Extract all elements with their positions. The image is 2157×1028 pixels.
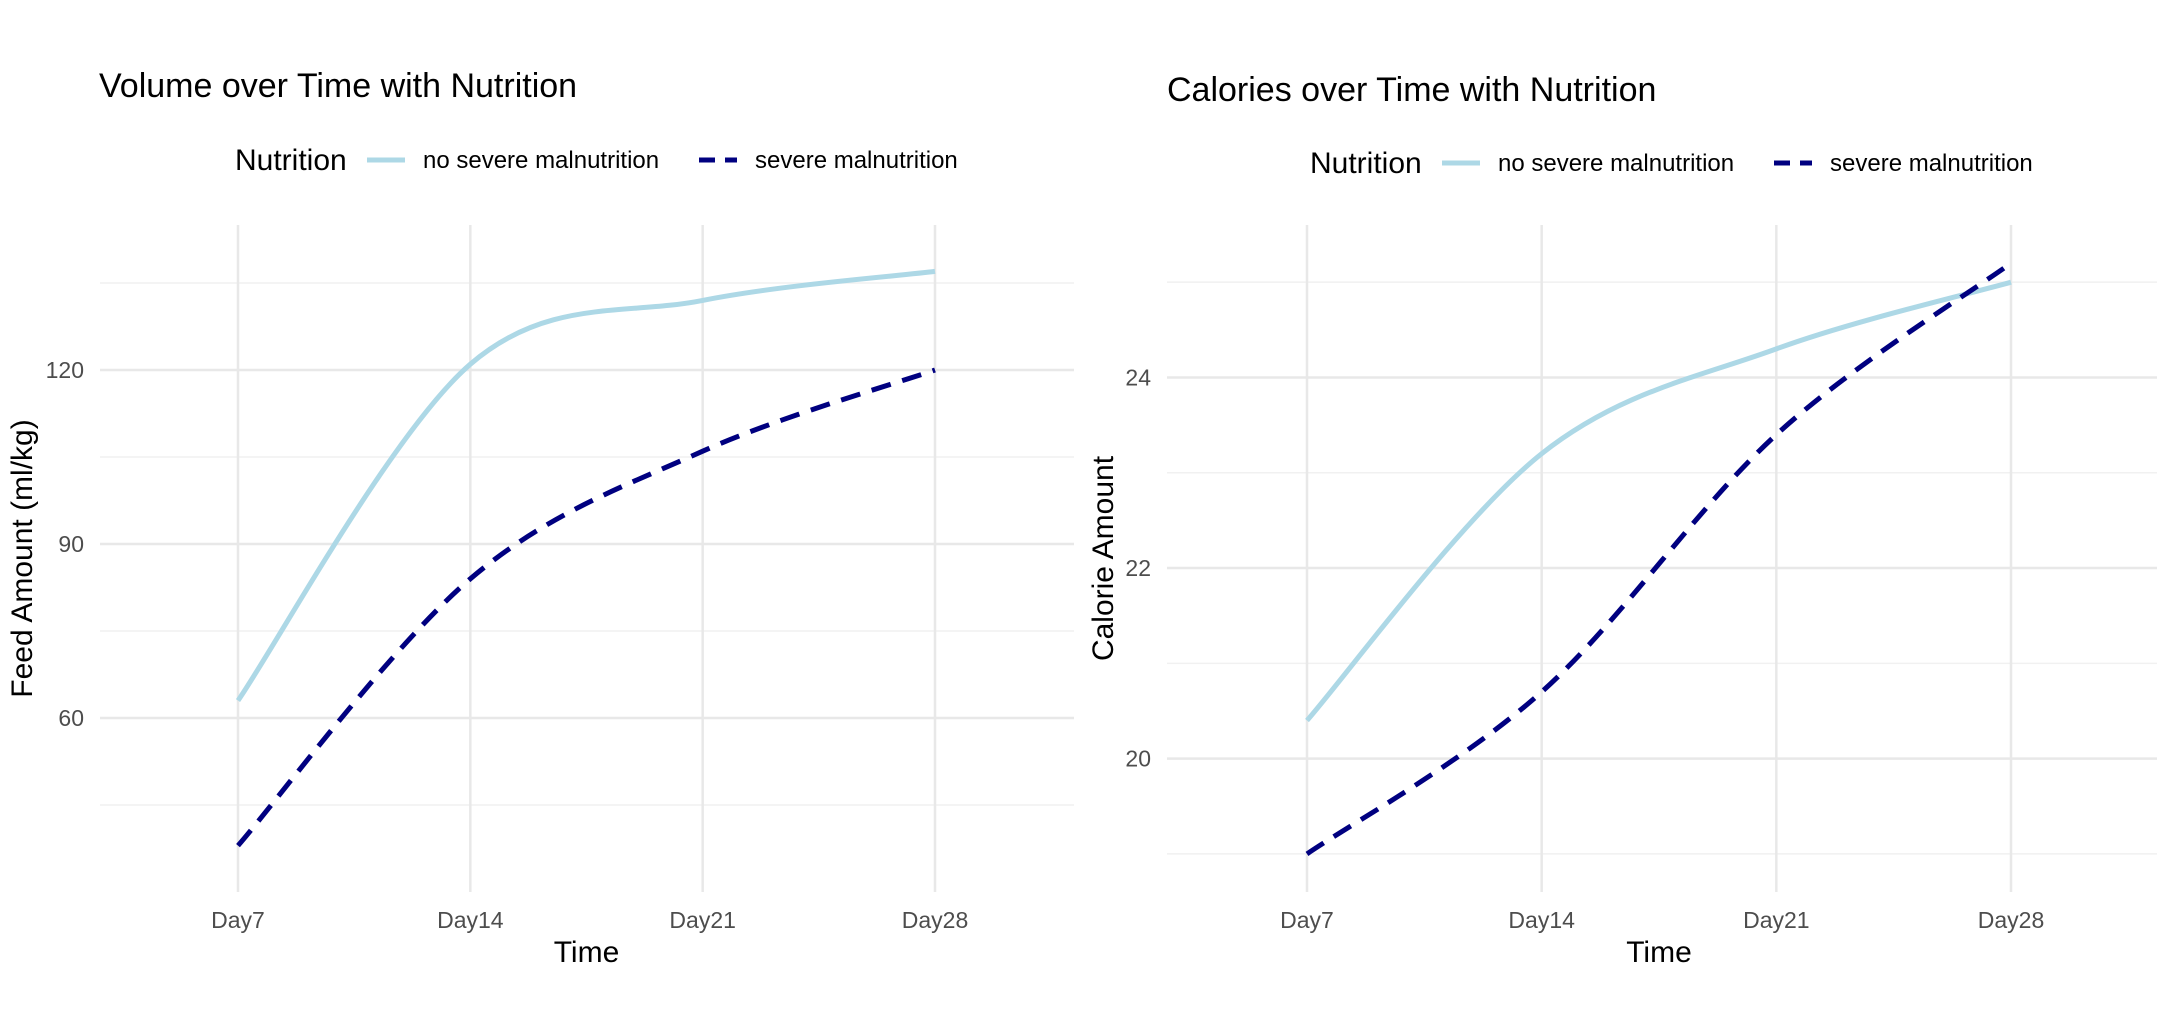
x-axis-title: Time bbox=[1626, 936, 1692, 969]
chart-panel-2: 20 22 24 Day7 Day14 Day21 Day28 Time Calorie Amo… bbox=[1087, 71, 2157, 969]
legend-label-1: no severe malnutrition bbox=[1498, 150, 1734, 177]
x-tick-label: Day7 bbox=[1280, 907, 1334, 933]
y-tick-label: 22 bbox=[1125, 555, 1151, 581]
series-line-2 bbox=[236, 367, 936, 848]
grid bbox=[1167, 225, 2157, 892]
x-tick-label: Day28 bbox=[1978, 907, 2044, 933]
x-axis-title: Time bbox=[554, 936, 620, 969]
y-tick-label: 60 bbox=[58, 705, 84, 731]
legend: Nutrition no severe malnutrition severe ma… bbox=[1310, 147, 2033, 180]
series-line-1 bbox=[1305, 279, 2012, 723]
series-line-2 bbox=[1305, 261, 2013, 856]
x-tick-label: Day21 bbox=[1743, 907, 1809, 933]
y-tick-label: 20 bbox=[1125, 746, 1151, 772]
legend-label-1: no severe malnutrition bbox=[423, 147, 659, 174]
chart-title: Volume over Time with Nutrition bbox=[99, 67, 577, 105]
y-axis-title: Feed Amount (ml/kg) bbox=[6, 419, 39, 697]
series-line-1 bbox=[235, 268, 936, 703]
y-axis-title: Calorie Amount bbox=[1087, 455, 1120, 661]
x-tick-label: Day7 bbox=[211, 907, 265, 933]
grid bbox=[100, 225, 1074, 892]
chart-panel-1: 60 90 120 Day7 Day14 Day21 Day28 Time Feed Amoun… bbox=[6, 67, 1074, 969]
legend: Nutrition no severe malnutrition severe ma… bbox=[235, 144, 958, 177]
x-tick-label: Day21 bbox=[669, 907, 735, 933]
legend-title: Nutrition bbox=[235, 144, 347, 177]
y-tick-label: 24 bbox=[1125, 364, 1151, 390]
x-tick-label: Day14 bbox=[437, 907, 504, 933]
legend-label-2: severe malnutrition bbox=[755, 147, 958, 174]
y-tick-label: 120 bbox=[46, 357, 84, 383]
legend-title: Nutrition bbox=[1310, 147, 1422, 180]
x-tick-label: Day28 bbox=[902, 907, 968, 933]
chart-title: Calories over Time with Nutrition bbox=[1167, 71, 1656, 109]
legend-label-2: severe malnutrition bbox=[1830, 150, 2033, 177]
y-tick-label: 90 bbox=[58, 531, 84, 557]
x-tick-label: Day14 bbox=[1508, 907, 1575, 933]
